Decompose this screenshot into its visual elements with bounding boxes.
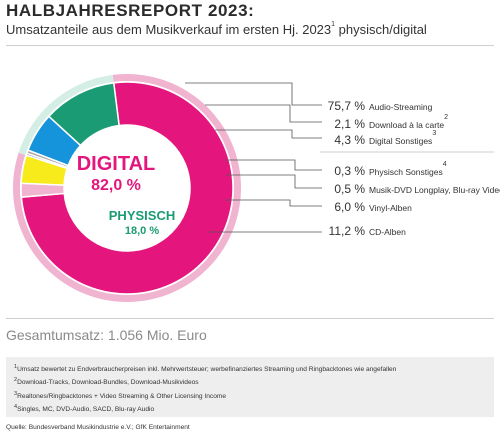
leader-line — [226, 174, 322, 189]
source-note: Quelle: Bundesverband Musikindustrie e.V… — [6, 424, 190, 431]
donut-chart: DIGITAL 82,0 % PHYSISCH 18,0 % — [12, 74, 494, 302]
footnote-text: Realtones/Ringbacktones + Video Streamin… — [17, 392, 227, 400]
subtitle-footnote-marker: 1 — [331, 21, 336, 28]
legend-label: Digital Sonstiges3 — [369, 130, 437, 146]
legend-footnote-marker: 3 — [432, 130, 437, 137]
legend-value: 4,3 % — [334, 133, 365, 147]
legend-label: CD-Alben — [369, 227, 406, 237]
slice-cd-alben — [47, 81, 120, 147]
legend-item: 4,3 % Digital Sonstiges3 — [325, 130, 437, 149]
footnote-marker: 3 — [14, 390, 18, 397]
subtitle-suffix: physisch/digital — [335, 22, 427, 37]
total-revenue: Gesamtumsatz: 1.056 Mio. Euro — [6, 327, 207, 343]
footnote: 1Umsatz bewertet zu Endverbraucherpreise… — [14, 362, 494, 375]
footnote-marker: 4 — [14, 404, 18, 411]
report-title: HALBJAHRESREPORT 2023: — [6, 1, 255, 20]
leader-line — [185, 82, 322, 106]
legend-item: 2,1 % Download à la carte2 — [325, 114, 449, 133]
group-ring — [12, 74, 242, 302]
footnote: 3Realtones/Ringbacktones + Video Streami… — [14, 389, 494, 402]
group-ring-physisch — [18, 74, 114, 155]
leader-line — [225, 199, 322, 207]
legend-label: Vinyl-Alben — [369, 203, 412, 213]
footnote-text: Download-Tracks, Download-Bundles, Downl… — [17, 379, 199, 387]
leader-line — [215, 129, 322, 139]
legend-label: Physisch Sonstiges4 — [369, 161, 447, 177]
footnote-text: Umsatz bewertet zu Endverbraucherpreisen… — [17, 366, 397, 374]
legend-value: 0,3 % — [334, 164, 365, 178]
legend-footnote-marker: 2 — [444, 114, 449, 121]
legend-item: 6,0 % Vinyl-Alben — [325, 198, 412, 216]
legend-item: 11,2 % CD-Alben — [325, 222, 406, 240]
chart-subtitle: Umsatzanteile aus dem Musikverkauf im er… — [6, 21, 427, 37]
footnote-text: Singles, MC, DVD-Audio, SACD, Blu-ray Au… — [17, 406, 155, 414]
leader-line — [225, 159, 322, 171]
footnote-marker: 2 — [14, 377, 18, 384]
legend-value: 6,0 % — [334, 200, 365, 214]
bottom-divider — [6, 318, 494, 319]
legend-value: 0,5 % — [334, 182, 365, 196]
legend-label: Audio-Streaming — [369, 102, 433, 112]
group-label-physisch: PHYSISCH — [109, 208, 175, 223]
top-divider — [6, 45, 494, 46]
subtitle-text: Umsatzanteile aus dem Musikverkauf im er… — [6, 22, 332, 37]
legend-item: 0,5 % Musik-DVD Longplay, Blu-ray Video — [325, 180, 500, 198]
legend-label: Download à la carte2 — [369, 114, 449, 130]
group-label-digital: DIGITAL — [77, 153, 156, 175]
slice-group — [20, 81, 234, 295]
legend-value: 2,1 % — [334, 117, 365, 131]
group-value-digital: 82,0 % — [91, 177, 141, 194]
legend-footnote-marker: 4 — [442, 161, 447, 168]
legend-item: 0,3 % Physisch Sonstiges4 — [325, 161, 447, 180]
footnote-marker: 1 — [14, 364, 18, 370]
footnote-box: 1Umsatz bewertet zu Endverbraucherpreise… — [6, 357, 494, 417]
group-value-physisch: 18,0 % — [125, 225, 159, 237]
legend-item: 75,7 % Audio-Streaming — [325, 97, 433, 115]
footnote: 2Download-Tracks, Download-Bundles, Down… — [14, 375, 494, 388]
slice-audio-streaming — [20, 81, 234, 295]
legend-value: 11,2 % — [328, 224, 365, 238]
legend-value: 75,7 % — [327, 99, 365, 113]
footnote: 4Singles, MC, DVD-Audio, SACD, Blu-ray A… — [14, 402, 494, 415]
leader-line — [205, 104, 322, 123]
legend-label: Musik-DVD Longplay, Blu-ray Video — [369, 185, 500, 195]
leader-lines — [185, 82, 494, 233]
